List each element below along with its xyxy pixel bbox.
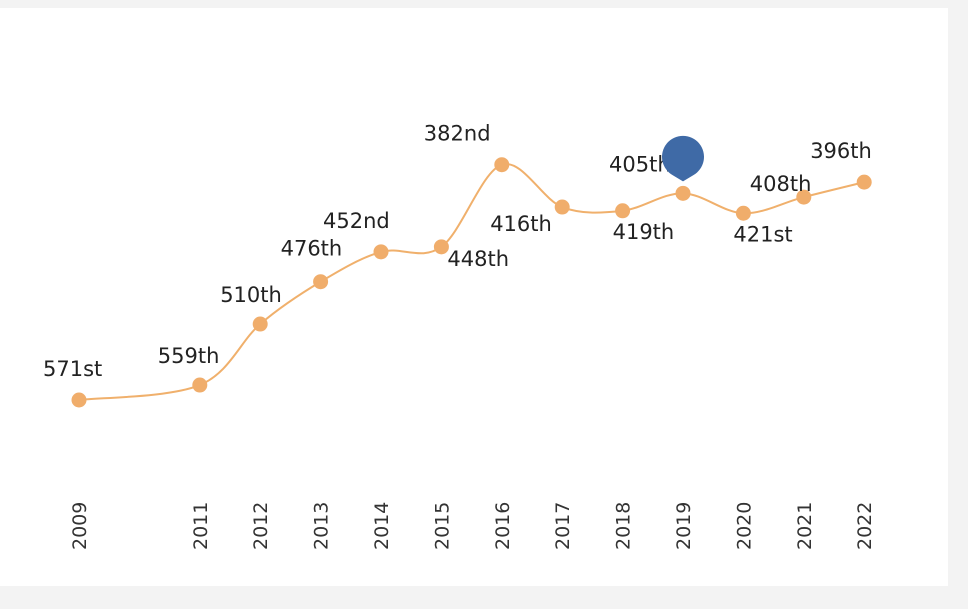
data-point-2020[interactable] [735, 205, 751, 221]
data-point-2009[interactable] [71, 392, 87, 408]
data-point-2018[interactable] [615, 203, 631, 219]
data-label-2016: 382nd [424, 122, 491, 146]
data-label-2015: 448th [447, 247, 509, 271]
x-tick-label-2017: 2017 [552, 502, 574, 550]
x-tick-label-2014: 2014 [371, 502, 393, 550]
x-tick-label-2021: 2021 [794, 502, 816, 550]
data-point-2016[interactable] [494, 157, 510, 173]
x-tick-label-2016: 2016 [492, 502, 514, 550]
chart-card: 571st 559th 510th 476th 452nd 448th 382nd 416th… [0, 8, 948, 586]
x-tick-label-2020: 2020 [733, 502, 755, 550]
rank-line-chart: 571st 559th 510th 476th 452nd 448th 382nd 416th… [43, 122, 876, 550]
data-label-2017: 416th [490, 212, 552, 236]
data-point-2022[interactable] [856, 174, 872, 190]
x-tick-label-2022: 2022 [854, 502, 876, 550]
data-point-2012[interactable] [252, 316, 268, 332]
data-label-2011: 559th [158, 344, 220, 368]
data-label-2012: 510th [220, 283, 282, 307]
data-label-2009: 571st [43, 357, 102, 381]
data-label-2014: 452nd [323, 209, 390, 233]
x-tick-label-2013: 2013 [311, 502, 333, 550]
data-label-2019: 405th [609, 152, 671, 176]
data-point-2014[interactable] [373, 244, 389, 260]
x-tick-label-2019: 2019 [673, 502, 695, 550]
data-label-2018: 419th [613, 220, 675, 244]
data-point-2015[interactable] [433, 239, 449, 255]
data-label-2022: 396th [810, 139, 872, 163]
data-label-2020: 421st [733, 222, 792, 246]
data-point-2019[interactable] [675, 185, 691, 201]
data-point-2021[interactable] [796, 189, 812, 205]
data-point-2017[interactable] [554, 199, 570, 215]
data-point-2011[interactable] [192, 377, 208, 393]
data-label-2021: 408th [750, 172, 812, 196]
data-point-2013[interactable] [313, 274, 329, 290]
x-tick-label-2009: 2009 [69, 502, 91, 550]
x-tick-label-2012: 2012 [250, 502, 272, 550]
x-tick-label-2018: 2018 [613, 502, 635, 550]
x-tick-label-2011: 2011 [190, 502, 212, 550]
highlight-pin-marker[interactable] [662, 135, 704, 182]
data-label-2013: 476th [281, 237, 343, 261]
x-tick-label-2015: 2015 [431, 502, 453, 550]
